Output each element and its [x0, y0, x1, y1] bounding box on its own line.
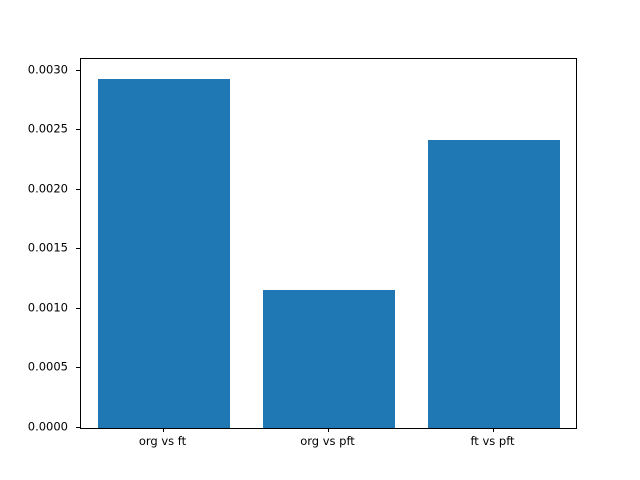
- ytick-label: 0.0020: [27, 181, 68, 196]
- bar-org-vs-ft: [97, 79, 230, 428]
- ytick-mark: [76, 129, 80, 131]
- ytick-label: 0.0010: [27, 300, 68, 315]
- bar-ft-vs-pft: [427, 139, 560, 428]
- ytick-label: 0.0025: [27, 121, 68, 136]
- plot-area: [80, 58, 577, 429]
- x-axis: org vs ft org vs pft ft vs pft: [80, 428, 575, 458]
- ytick-label: 0.0005: [27, 359, 68, 374]
- ytick-label: 0.0030: [27, 62, 68, 77]
- ytick-mark: [76, 248, 80, 250]
- xtick-mark: [327, 428, 329, 432]
- xtick-label: org vs ft: [138, 434, 187, 448]
- ytick-mark: [76, 188, 80, 190]
- xtick-label: ft vs pft: [470, 434, 515, 448]
- xtick-mark: [492, 428, 494, 432]
- ytick-mark: [76, 307, 80, 309]
- ytick-label: 0.0015: [27, 240, 68, 255]
- ytick-mark: [76, 367, 80, 369]
- ytick-label: 0.0000: [27, 419, 68, 434]
- xtick-mark: [162, 428, 164, 432]
- ytick-mark: [76, 427, 80, 428]
- ytick-mark: [76, 69, 80, 71]
- y-axis: 0.0000 0.0005 0.0010 0.0015 0.0020 0.0025 0.00…: [0, 58, 80, 432]
- bar-org-vs-pft: [262, 289, 395, 428]
- xtick-label: org vs pft: [300, 434, 355, 448]
